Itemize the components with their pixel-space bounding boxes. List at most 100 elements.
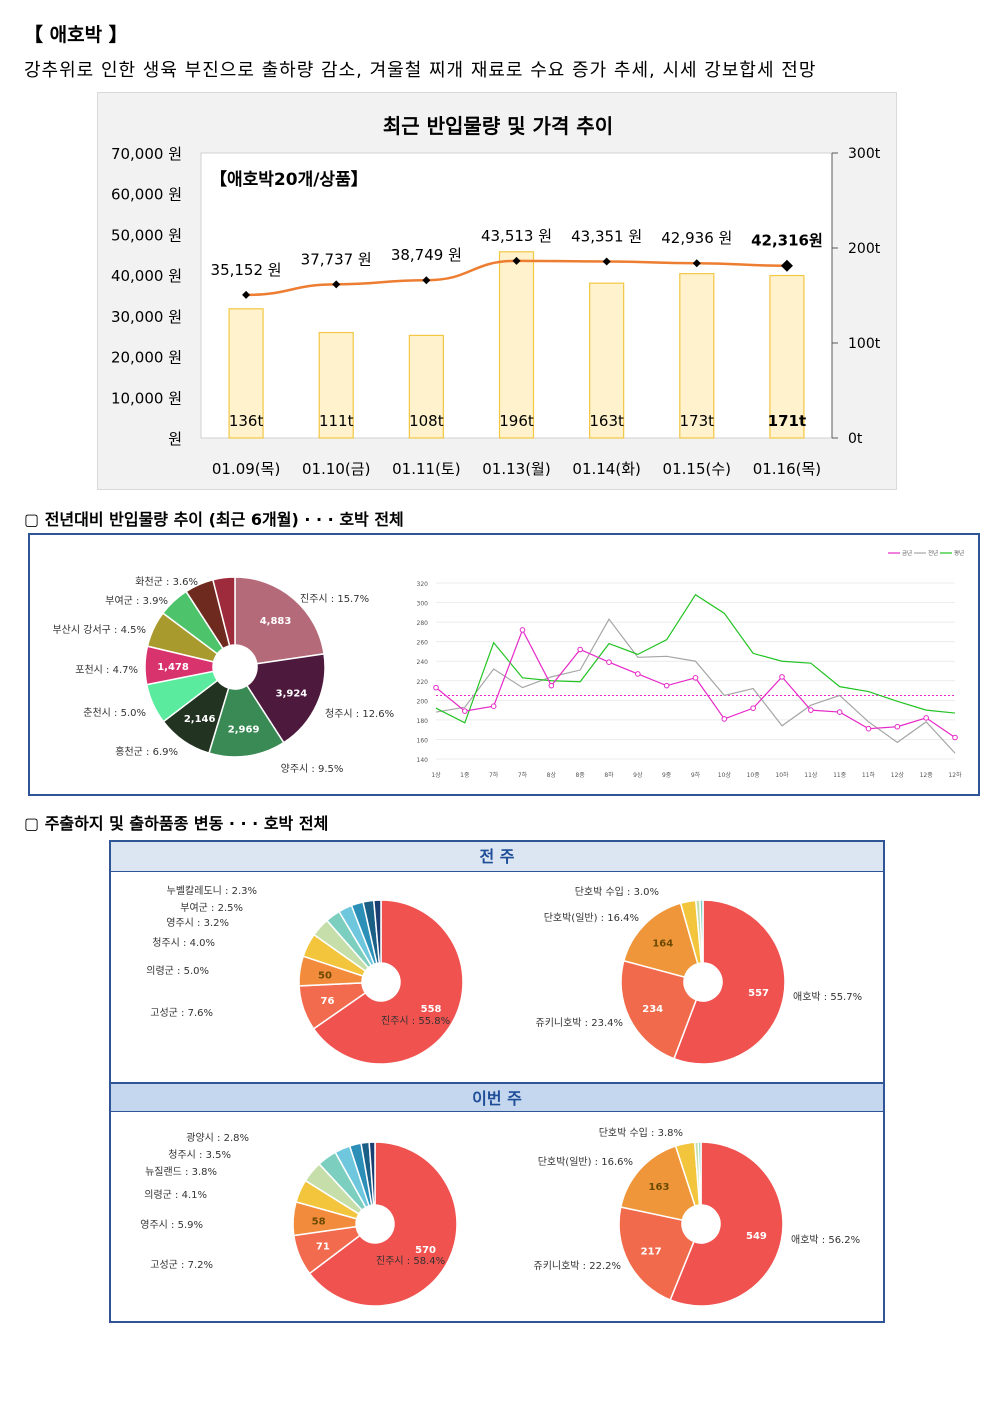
prev-region-slice-label: 고성군 : 7.6%: [150, 1007, 213, 1019]
trend-x-tick: 12상: [891, 771, 905, 779]
legend-label: 평년: [954, 549, 964, 557]
x-tick: 01.10(금): [302, 460, 370, 478]
y-left-tick: 원: [168, 430, 182, 448]
y-left-tick: 40,000 원: [111, 267, 182, 285]
price-point: [602, 257, 611, 266]
prev-region-slice-label: 부여군 : 2.5%: [180, 902, 243, 914]
volume-bar: [589, 282, 625, 439]
price-label: 43,513 원: [481, 227, 552, 245]
region-slice: [234, 576, 325, 665]
y-left-tick: 60,000 원: [111, 186, 182, 204]
prev-variety-slice: [620, 959, 698, 1060]
region-slice-label: 부산시 강서구 : 4.5%: [52, 624, 146, 636]
legend-label: 금년: [902, 549, 912, 557]
trend-x-tick: 10상: [718, 771, 732, 779]
this-region-slice-label: 고성군 : 7.2%: [150, 1259, 213, 1271]
region-slice: [212, 576, 236, 647]
this-region-slice-label: 청주시 : 3.5%: [168, 1149, 231, 1161]
volume-bar: [679, 273, 715, 439]
y-left-tick: 20,000 원: [111, 349, 182, 367]
this-variety-slice-label: 애호박 : 56.2%: [791, 1234, 860, 1246]
trend-line: [435, 618, 956, 754]
prev-variety-slice: [622, 902, 699, 978]
trend-y-tick: 180: [417, 718, 429, 725]
trend-point: [663, 682, 670, 689]
price-label: 42,936 원: [661, 229, 732, 247]
volume-label: 196t: [499, 412, 534, 430]
trend-point: [635, 671, 641, 677]
trend-x-tick: 9상: [633, 771, 643, 779]
trend-point: [606, 659, 612, 665]
trend-x-tick: 12중: [920, 772, 934, 779]
region-value-label: 1,478: [157, 662, 189, 673]
region-value-label: 2,969: [228, 724, 260, 735]
prev-region-value-label: 76: [321, 996, 335, 1007]
this-variety-slice: [619, 1145, 697, 1221]
trend-x-tick: 11상: [804, 771, 818, 779]
y-left-tick: 10,000 원: [111, 389, 182, 407]
x-tick: 01.15(수): [663, 460, 731, 478]
trend-y-tick: 200: [417, 698, 429, 705]
this-region-slice-label: 의령군 : 4.1%: [144, 1189, 207, 1201]
x-tick: 01.13(월): [482, 460, 550, 478]
legend-label: 전년: [928, 549, 938, 557]
y-right-tick: 300t: [848, 146, 881, 162]
region-slice: [208, 684, 285, 758]
region-value-label: 4,883: [260, 616, 292, 627]
region-slice-label: 청주시 : 12.6%: [325, 708, 394, 720]
this-region-slice-label: 광양시 : 2.8%: [186, 1132, 249, 1144]
trend-point: [577, 646, 583, 653]
prev-region-slice-label: 영주시 : 3.2%: [166, 917, 229, 929]
trend-y-tick: 240: [417, 659, 429, 666]
price-label: 42,316원: [751, 232, 823, 250]
trend-point: [808, 707, 814, 713]
region-value-label: 2,146: [184, 714, 216, 725]
prev-variety-slice: [699, 899, 704, 964]
prev-variety-slice-label: 애호박 : 55.7%: [793, 991, 862, 1003]
price-point: [332, 280, 341, 289]
trend-y-tick: 220: [417, 679, 429, 686]
trend-point: [462, 708, 468, 714]
price-label: 38,749 원: [391, 246, 462, 264]
price-point: [780, 259, 793, 272]
this-region-value-label: 71: [316, 1242, 330, 1253]
trend-x-tick: 9중: [662, 772, 672, 779]
prev-variety-value-label: 164: [652, 938, 673, 949]
prev-week-band: 전 주: [111, 842, 883, 872]
y-right-tick: 200t: [848, 241, 881, 257]
volume-price-chart: 최근 반입물량 및 가격 추이 70,000 원 60,000 원 50,000 원 4…: [97, 92, 897, 490]
trend-x-tick: 7하: [518, 771, 528, 779]
inset-label: 【애호박20개/상품】: [210, 169, 368, 190]
page-title: 【 애호박 】: [24, 24, 128, 46]
region-slice-label: 양주시 : 9.5%: [281, 763, 344, 775]
this-region-slice: [368, 1141, 376, 1206]
prev-variety-slice-label: 쥬키니호박 : 23.4%: [536, 1017, 624, 1029]
trend-point: [836, 709, 843, 715]
prev-region-slice: [312, 899, 464, 1065]
volume-label: 108t: [409, 412, 444, 430]
volume-label: 136t: [229, 412, 264, 430]
trend-point: [490, 703, 497, 709]
this-variety-value-label: 549: [746, 1231, 767, 1242]
trend-point: [779, 674, 785, 680]
this-variety-value-label: 217: [641, 1247, 662, 1258]
trend-x-tick: 10중: [747, 772, 761, 779]
trend-y-tick: 260: [417, 640, 429, 647]
volume-bar: [408, 334, 444, 439]
region-slice-label: 포천시 : 4.7%: [75, 664, 138, 676]
price-point: [422, 276, 431, 285]
trend-point: [519, 627, 526, 633]
trend-x-tick: 11하: [862, 771, 876, 779]
trend-point: [692, 675, 699, 681]
page-subtitle: 강추위로 인한 생육 부진으로 출하량 감소, 겨울철 찌개 재료로 수요 증가…: [24, 60, 817, 81]
this-region-slice-label: 뉴질랜드 : 3.8%: [145, 1166, 217, 1178]
price-label: 43,351 원: [571, 227, 642, 245]
this-region-value-label: 58: [312, 1216, 326, 1227]
volume-price-svg: 최근 반입물량 및 가격 추이 70,000 원 60,000 원 50,000 원 4…: [111, 114, 881, 478]
trend-x-tick: 8중: [575, 772, 585, 779]
y-right-tick: 0t: [848, 431, 863, 447]
y-left-tick: 50,000 원: [111, 226, 182, 244]
trend-y-tick: 300: [417, 601, 429, 608]
x-tick: 01.14(화): [572, 460, 640, 478]
